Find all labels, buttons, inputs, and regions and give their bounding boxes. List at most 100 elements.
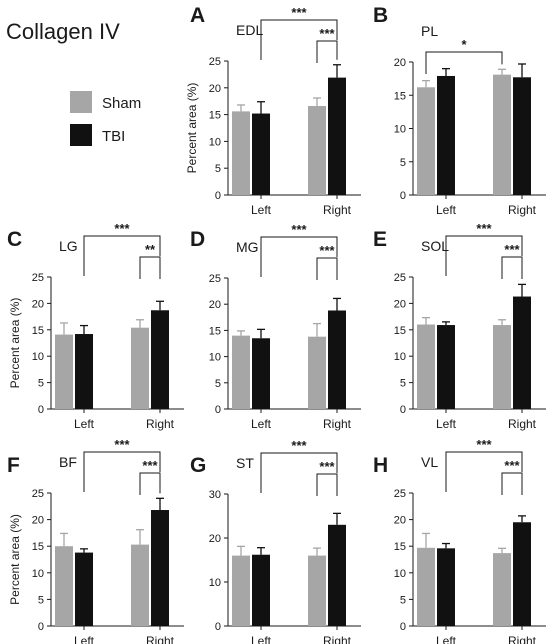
legend-label-sham: Sham	[102, 95, 141, 112]
bar-tbi-right	[151, 310, 169, 409]
significance-bracket	[316, 473, 338, 496]
y-tick-label: 10	[32, 351, 44, 363]
y-tick-label: 25	[209, 273, 221, 285]
bar-sham-left	[232, 555, 250, 626]
panel-c: C LG 0 5 10 15 20 25 Left Right Percent area (%) **…	[7, 221, 184, 431]
y-tick-label: 0	[38, 621, 44, 633]
y-tick-label: 20	[209, 533, 221, 545]
x-tick-label: Right	[323, 417, 352, 431]
bar-tbi-left	[252, 113, 270, 195]
legend-label-tbi: TBI	[102, 128, 125, 145]
x-tick-label: Left	[74, 634, 95, 644]
bar-sham-left	[55, 546, 73, 626]
significance-label: ***	[319, 26, 335, 41]
y-tick-label: 0	[400, 190, 406, 202]
significance-bracket	[139, 256, 161, 279]
figure-title: Collagen IV	[6, 19, 120, 44]
bar-tbi-left	[75, 334, 93, 409]
significance-bracket	[260, 236, 338, 277]
panel-title: LG	[59, 238, 78, 254]
significance-bracket	[260, 19, 338, 60]
y-tick-label: 10	[209, 136, 221, 148]
significance-label: ***	[142, 458, 158, 473]
bar-sham-left	[232, 111, 250, 195]
y-tick-label: 10	[394, 568, 406, 580]
significance-label: ***	[291, 222, 307, 237]
y-tick-label: 15	[394, 90, 406, 102]
y-tick-label: 0	[215, 404, 221, 416]
panel-a: A EDL 0 5 10 15 20 25 Left Right Percent area (%) *…	[185, 4, 361, 217]
x-tick-label: Right	[146, 634, 175, 644]
panel-title: SOL	[421, 238, 449, 254]
y-tick-label: 10	[394, 124, 406, 136]
x-tick-label: Right	[508, 203, 537, 217]
significance-label: ***	[504, 242, 520, 257]
y-tick-label: 25	[32, 272, 44, 284]
bar-sham-left	[417, 87, 435, 195]
bar-tbi-right	[328, 77, 346, 195]
x-tick-label: Right	[508, 634, 537, 644]
y-tick-label: 25	[394, 272, 406, 284]
bar-tbi-left	[437, 325, 455, 409]
bar-sham-right	[131, 544, 149, 626]
panel-letter: B	[373, 4, 388, 27]
y-tick-label: 5	[38, 378, 44, 390]
bar-sham-right	[493, 74, 511, 195]
significance-label: ***	[319, 243, 335, 258]
bar-tbi-left	[252, 338, 270, 409]
y-tick-label: 10	[394, 351, 406, 363]
bar-sham-right	[308, 555, 326, 626]
significance-bracket	[139, 472, 161, 495]
panel-letter: E	[373, 228, 387, 251]
significance-bracket	[260, 452, 338, 493]
y-axis-label: Percent area (%)	[8, 514, 22, 605]
bar-sham-right	[131, 327, 149, 409]
y-tick-label: 20	[394, 57, 406, 69]
y-tick-label: 20	[209, 83, 221, 95]
significance-bracket	[501, 472, 523, 495]
panel-letter: F	[7, 454, 20, 477]
x-tick-label: Left	[74, 417, 95, 431]
x-tick-label: Left	[251, 417, 272, 431]
y-tick-label: 10	[209, 577, 221, 589]
legend: Sham TBI	[70, 91, 141, 146]
panel-h: H VL 0 5 10 15 20 25 Left Right *** ***	[373, 437, 546, 644]
significance-label: ***	[291, 5, 307, 20]
bar-tbi-left	[437, 75, 455, 195]
significance-bracket	[316, 257, 338, 280]
legend-swatch-tbi	[70, 124, 92, 146]
significance-bracket	[83, 235, 161, 276]
panel-title: MG	[236, 239, 259, 255]
y-tick-label: 30	[209, 489, 221, 501]
significance-bracket	[445, 235, 523, 276]
x-tick-label: Right	[146, 417, 175, 431]
y-tick-label: 0	[400, 404, 406, 416]
panel-title: ST	[236, 455, 254, 471]
bar-tbi-right	[513, 296, 531, 409]
bar-sham-left	[417, 547, 435, 626]
y-tick-label: 5	[400, 378, 406, 390]
y-axis-label: Percent area (%)	[8, 298, 22, 389]
bar-tbi-right	[328, 310, 346, 409]
panel-g: G ST 0 10 20 30 Left Right *** ***	[190, 438, 361, 644]
y-tick-label: 25	[209, 56, 221, 68]
bar-sham-left	[232, 335, 250, 409]
y-tick-label: 0	[215, 621, 221, 633]
y-tick-label: 10	[209, 352, 221, 364]
y-tick-label: 20	[209, 299, 221, 311]
significance-bracket	[501, 256, 523, 279]
significance-label: ***	[504, 458, 520, 473]
y-tick-label: 5	[400, 594, 406, 606]
panel-d: D MG 0 5 10 15 20 25 Left Right *** ***	[190, 222, 361, 431]
y-tick-label: 15	[32, 325, 44, 337]
y-tick-label: 5	[400, 157, 406, 169]
significance-bracket	[83, 451, 161, 492]
y-tick-label: 5	[215, 163, 221, 175]
significance-bracket	[445, 451, 523, 492]
panel-f: F BF 0 5 10 15 20 25 Left Right Percent area (%) **…	[7, 437, 184, 644]
y-tick-label: 10	[32, 568, 44, 580]
y-tick-label: 15	[32, 541, 44, 553]
x-tick-label: Left	[436, 417, 457, 431]
y-tick-label: 15	[209, 110, 221, 122]
